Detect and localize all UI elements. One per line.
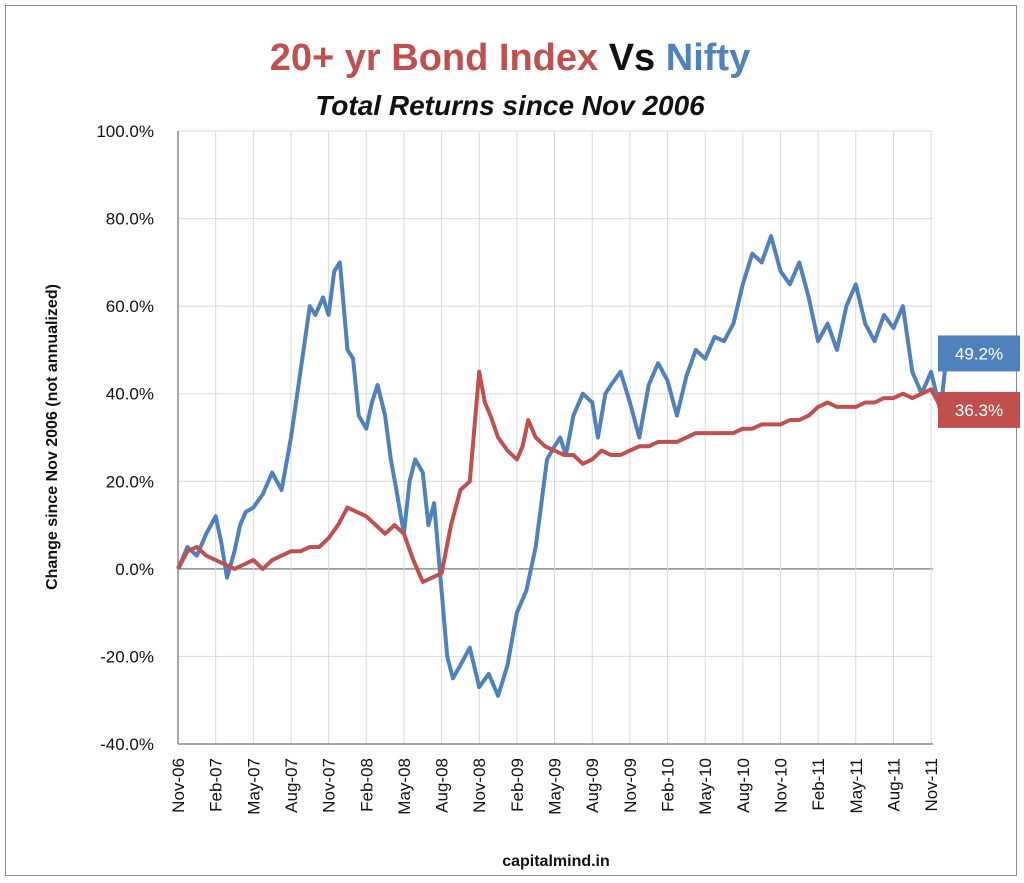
y-tick-label: 20.0% (106, 472, 154, 491)
y-tick-label: -20.0% (100, 647, 154, 666)
y-tick-label: 100.0% (96, 122, 154, 141)
y-tick-label: 0.0% (115, 560, 154, 579)
series-line-nifty (176, 234, 952, 698)
x-axis-ticks: Nov-06 Feb-07 May-07 Aug-07 Nov-07 Feb-08 May-… (169, 758, 941, 815)
chart-subtitle: Total Returns since Nov 2006 (315, 90, 705, 121)
x-tick-label: Feb-11 (809, 758, 828, 811)
x-tick-label: May-10 (696, 758, 715, 815)
end-label-bond: 36.3% (938, 391, 1020, 428)
x-tick-label: Feb-09 (508, 758, 527, 812)
x-tick-label: Feb-10 (659, 758, 678, 812)
end-labels: 49.2% 36.3% (938, 335, 1020, 428)
x-axis-title: capitalmind.in (502, 853, 610, 870)
y-tick-label: 60.0% (106, 297, 154, 316)
x-tick-label: Feb-08 (357, 758, 376, 812)
y-axis-title: Change since Nov 2006 (not annualized) (44, 284, 61, 590)
x-tick-label: Aug-08 (433, 758, 452, 813)
x-tick-label: Nov-06 (169, 758, 188, 813)
x-tick-label: Aug-07 (282, 758, 301, 813)
x-tick-label: Aug-09 (583, 758, 602, 813)
x-tick-label: Nov-07 (320, 758, 339, 813)
x-tick-label: Nov-11 (922, 758, 941, 812)
x-tick-label: Aug-10 (734, 758, 753, 813)
series-line-bond (176, 369, 951, 584)
x-tick-label: May-09 (546, 758, 565, 815)
series-lines (176, 234, 952, 698)
x-tick-label: May-11 (847, 758, 866, 813)
end-label-box (938, 391, 1020, 428)
y-tick-label: 80.0% (106, 210, 154, 229)
y-tick-label: 40.0% (106, 385, 154, 404)
x-tick-label: May-07 (244, 758, 263, 815)
x-tick-label: May-08 (395, 758, 414, 815)
chart-title: 20+ yr Bond Index Vs Nifty (270, 37, 750, 79)
x-tick-label: Feb-07 (207, 758, 226, 812)
x-tick-label: Aug-11 (884, 758, 903, 812)
x-tick-label: Nov-10 (771, 758, 790, 813)
chart-frame (5, 5, 1017, 876)
title-bond-part: 20+ yr Bond Index (270, 37, 598, 79)
end-label-nifty: 49.2% (938, 335, 1020, 372)
end-label-text: 36.3% (955, 401, 1003, 420)
title-nifty-part: Nifty (666, 37, 750, 79)
y-axis-ticks: 100.0% 80.0% 60.0% 40.0% 20.0% 0.0% -20.0% -40.… (96, 122, 154, 754)
end-label-box (938, 335, 1020, 372)
title-vs-part: Vs (598, 37, 666, 79)
grid-lines (177, 130, 933, 745)
x-tick-label: Nov-09 (621, 758, 640, 813)
x-tick-label: Nov-08 (470, 758, 489, 813)
end-label-text: 49.2% (955, 344, 1003, 363)
y-tick-label: -40.0% (100, 735, 154, 754)
